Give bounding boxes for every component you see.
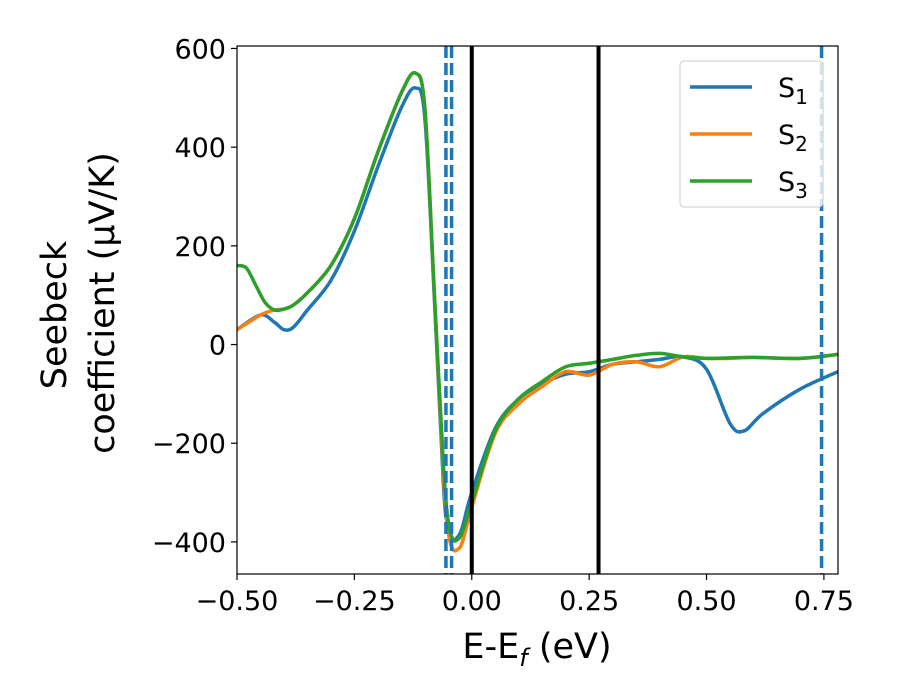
x-axis-ticks: −0.50 −0.25 0.00 0.25 0.50 0.75 <box>196 574 854 617</box>
y-axis-title-line1: Seebeck <box>35 240 75 389</box>
x-tick-label: 0.50 <box>676 586 736 617</box>
x-tick-label: 0.75 <box>794 586 854 617</box>
y-axis-title: Seebeck coefficient (μV/K) <box>35 152 123 454</box>
x-tick-label: −0.25 <box>313 586 396 617</box>
y-tick-label: 200 <box>174 232 226 263</box>
y-tick-label: 400 <box>174 133 226 164</box>
x-axis-title: E-Ef (eV) <box>462 627 611 672</box>
plot-frame <box>236 45 839 575</box>
y-tick-label: 0 <box>209 331 226 362</box>
legend-label-s3: S3 <box>778 167 808 203</box>
x-tick-label: −0.50 <box>196 586 279 617</box>
legend: S1 S2 S3 <box>679 60 824 208</box>
x-tick-label: 0.00 <box>442 586 502 617</box>
y-axis-ticks: −400 −200 0 200 400 600 <box>152 34 237 559</box>
legend-label-s1: S1 <box>778 73 808 109</box>
x-tick-label: 0.25 <box>559 586 619 617</box>
y-tick-label: −200 <box>152 429 226 460</box>
y-axis-title-line2: coefficient (μV/K) <box>83 152 123 454</box>
y-tick-label: −400 <box>152 528 226 559</box>
legend-label-s2: S2 <box>778 120 808 156</box>
y-tick-label: 600 <box>174 34 226 65</box>
